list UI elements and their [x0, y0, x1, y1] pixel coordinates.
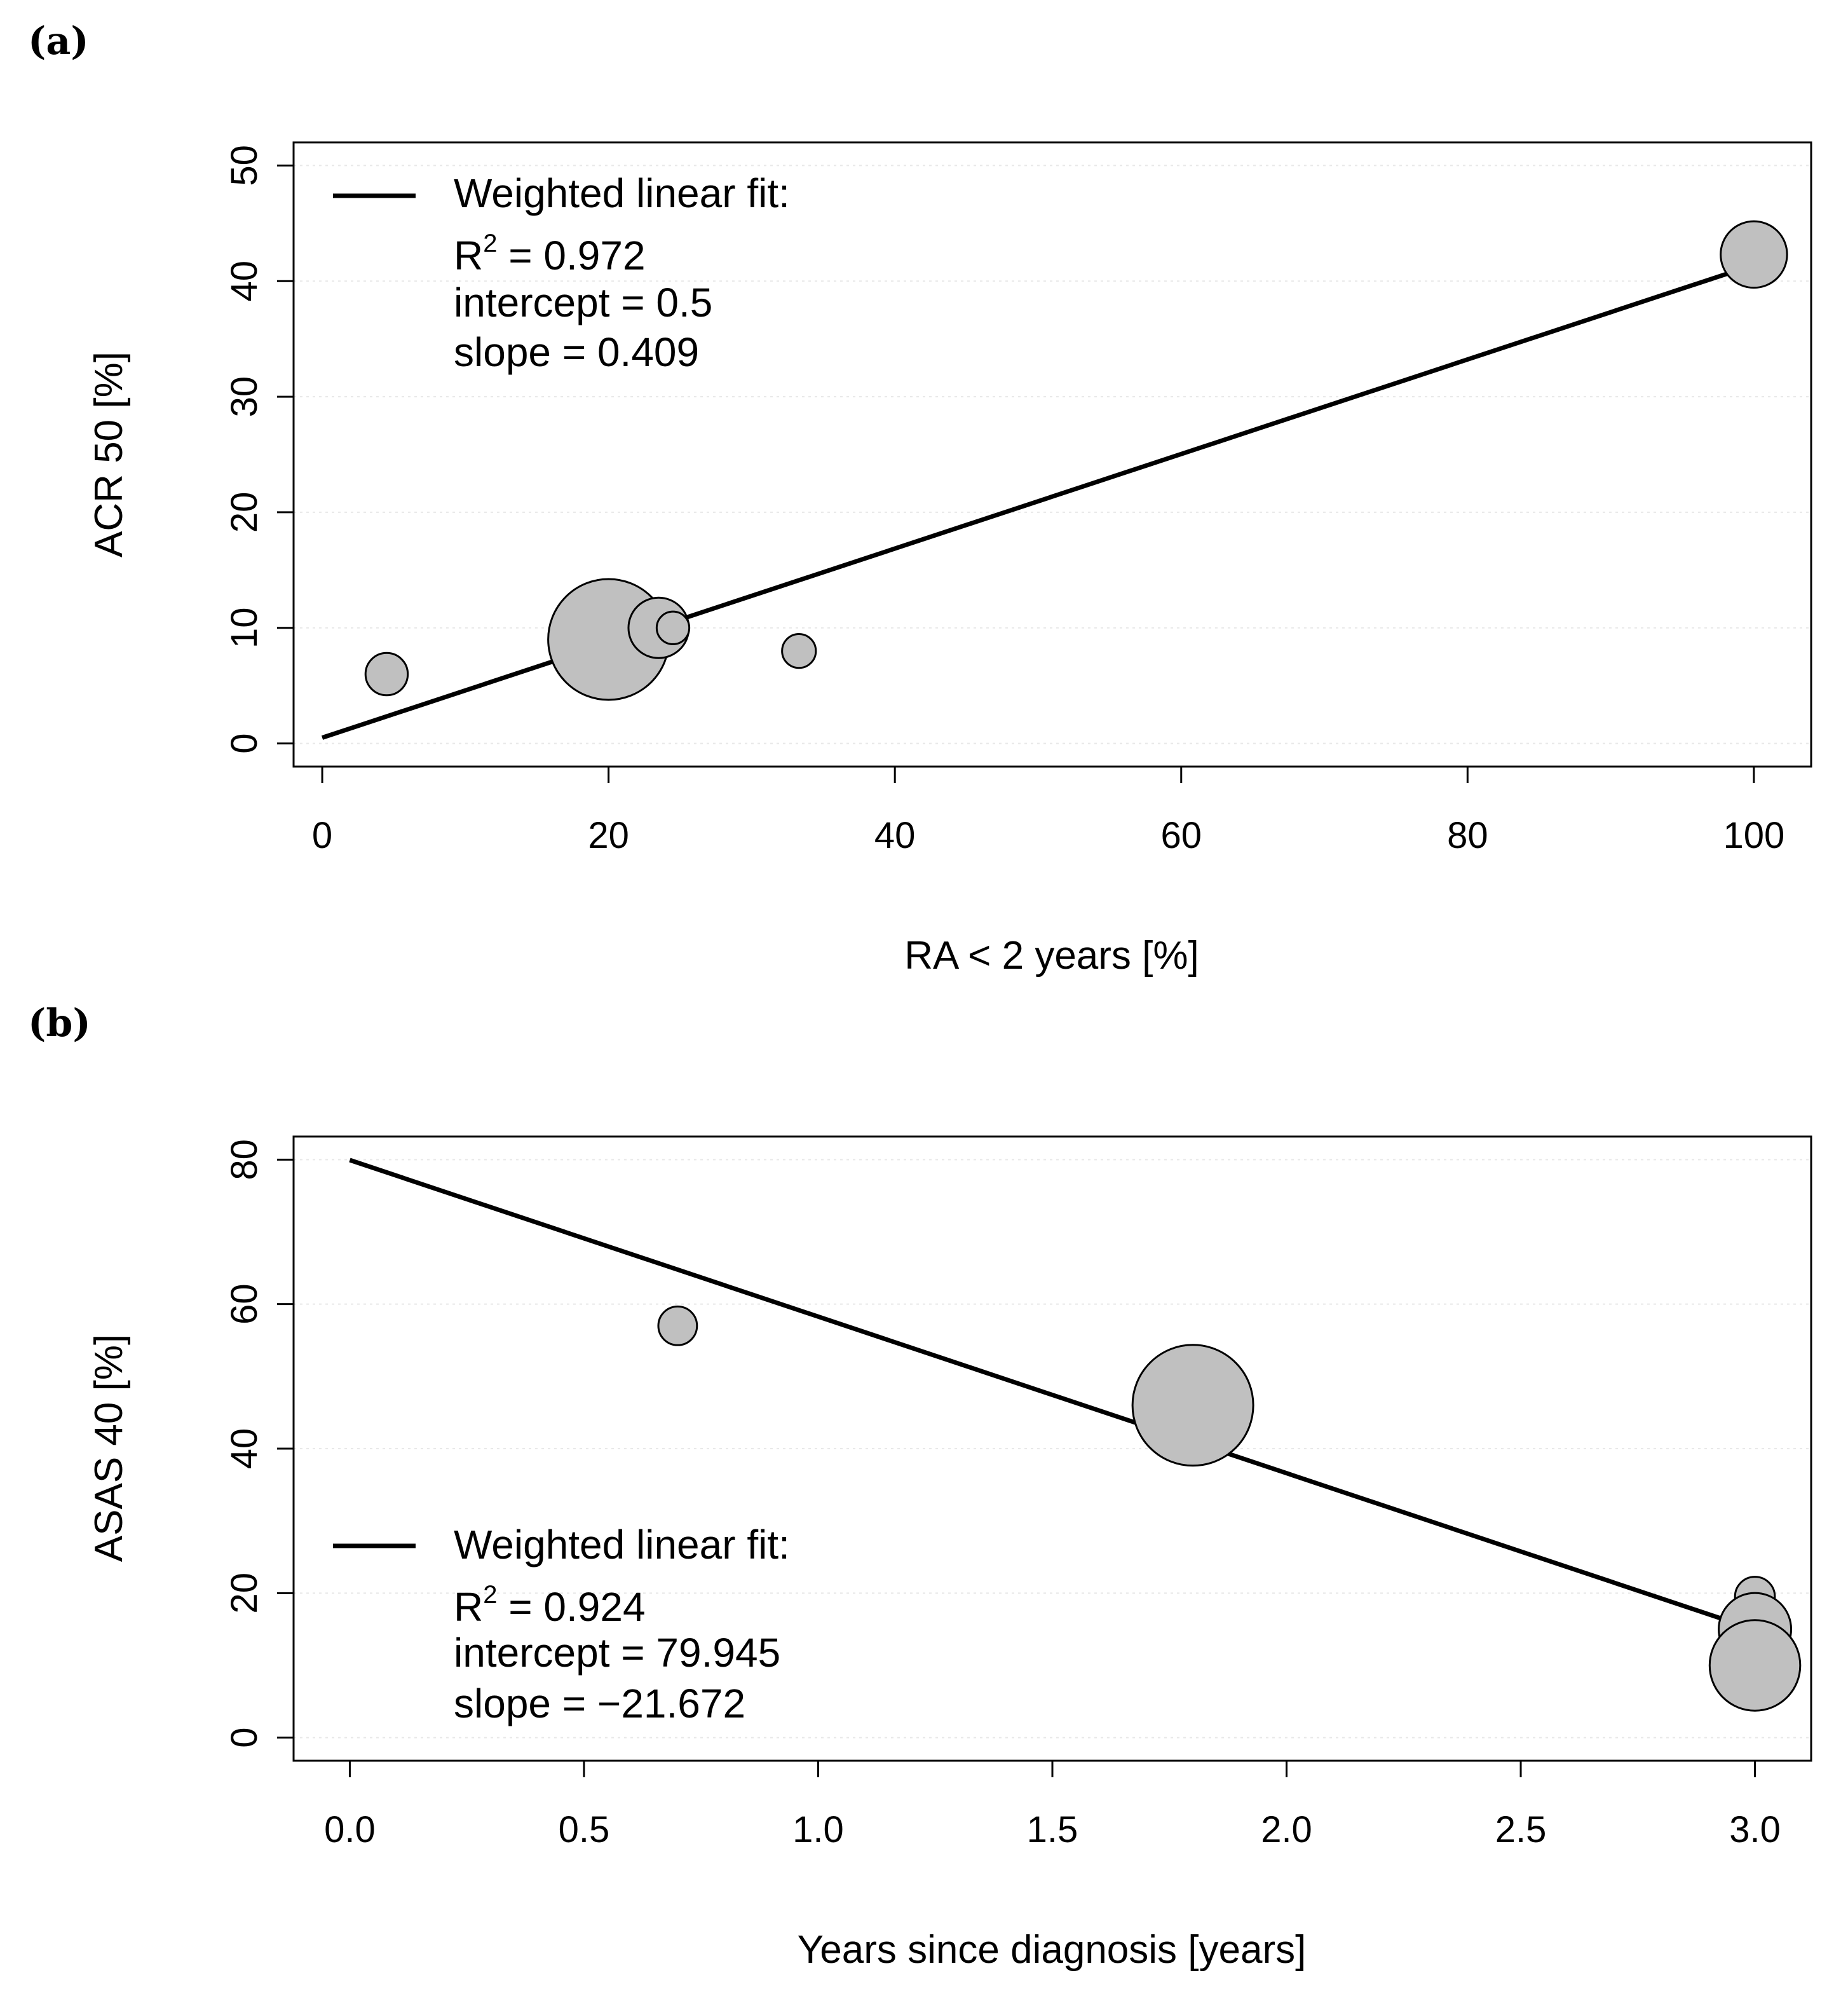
- panel-a-y-tick-label-2: 20: [224, 492, 265, 533]
- panel-a-x-tick-label-2: 40: [874, 815, 916, 856]
- panel-a-y-tick-label-0: 0: [224, 733, 265, 753]
- panel-b-x-axis: 0.0 0.5 1.0 1.5 2.0 2.5 3.0: [324, 1761, 1781, 1850]
- panel-b-point-0: [657, 1305, 698, 1346]
- panel-b-x-tick-label-4: 2.0: [1261, 1809, 1312, 1850]
- panel-a-point-0: [364, 652, 409, 697]
- panel-b: (b) 0.0 0.5 1.0 1.5 2.0 2.5 3.0 0 20 40 60 80 Weig…: [28, 1001, 1812, 1972]
- panel-a-legend-intercept: intercept = 0.5: [454, 280, 712, 325]
- panel-a-x-tick-label-0: 0: [312, 815, 332, 856]
- panel-a-y-tick-label-4: 40: [224, 261, 265, 302]
- panel-a-points: [364, 220, 1788, 701]
- panel-a-legend-r2-sup: 2: [483, 229, 497, 257]
- panel-b-x-tick-label-2: 1.0: [792, 1809, 844, 1850]
- panel-b-legend: Weighted linear fit: R2 = 0.924 intercep…: [333, 1522, 790, 1726]
- panel-a-grid: [294, 165, 1811, 744]
- panel-a-y-tick-label-5: 50: [224, 145, 265, 186]
- panel-b-y-tick-label-4: 80: [224, 1139, 265, 1180]
- panel-a-y-tick-label-3: 30: [224, 376, 265, 418]
- panel-a-point-3: [655, 610, 691, 645]
- panel-a-y-tick-label-1: 10: [224, 608, 265, 649]
- panel-a-point-4: [781, 633, 817, 669]
- panel-b-legend-intercept: intercept = 79.945: [454, 1630, 780, 1676]
- panel-b-point-4: [1708, 1619, 1802, 1712]
- panel-b-x-tick-label-0: 0.0: [324, 1809, 376, 1850]
- panel-a-x-axis-title: RA < 2 years [%]: [904, 934, 1199, 978]
- panel-a-point-5: [1720, 220, 1788, 289]
- panel-a-plot-frame: [292, 141, 1812, 768]
- panel-b-y-axis: 0 20 40 60 80: [224, 1139, 294, 1748]
- panel-a-x-axis: 0 20 40 60 80 100: [312, 767, 1784, 856]
- panel-a-x-tick-label-5: 100: [1723, 815, 1784, 856]
- panel-a-legend-r2-label: R: [454, 233, 483, 278]
- panel-a-x-tick-label-4: 80: [1447, 815, 1488, 856]
- panel-a-legend: Weighted linear fit: R2 = 0.972 intercep…: [333, 170, 790, 375]
- panel-b-label: (b): [28, 1001, 91, 1046]
- panel-b-y-tick-label-0: 0: [224, 1727, 265, 1747]
- panel-a-label: (a): [28, 19, 89, 64]
- panel-b-y-tick-label-2: 40: [224, 1428, 265, 1470]
- panel-b-legend-r2-value: = 0.924: [497, 1584, 645, 1630]
- panel-a-legend-r2: R2 = 0.972: [454, 229, 646, 278]
- panel-a-x-tick-label-3: 60: [1160, 815, 1202, 856]
- panel-b-point-1: [1131, 1344, 1254, 1467]
- panel-b-fit-line: [349, 1158, 1756, 1632]
- panel-a-x-tick-label-1: 20: [588, 815, 629, 856]
- panel-b-points: [657, 1305, 1802, 1712]
- panel-b-y-axis-title: ASAS 40 [%]: [87, 1334, 131, 1562]
- panel-a-y-axis-title: ACR 50 [%]: [87, 352, 131, 557]
- panel-a-legend-r2-value: = 0.972: [497, 233, 645, 278]
- panel-b-legend-r2: R2 = 0.924: [454, 1581, 646, 1630]
- panel-b-x-tick-label-6: 3.0: [1729, 1809, 1781, 1850]
- panel-b-x-tick-label-3: 1.5: [1027, 1809, 1078, 1850]
- panel-b-x-axis-title: Years since diagnosis [years]: [798, 1928, 1307, 1972]
- panel-a-legend-title: Weighted linear fit:: [454, 170, 790, 216]
- panel-b-legend-r2-sup: 2: [483, 1581, 497, 1609]
- panel-b-x-tick-label-1: 0.5: [559, 1809, 610, 1850]
- panel-b-y-tick-label-3: 60: [224, 1283, 265, 1325]
- panel-b-y-tick-label-1: 20: [224, 1573, 265, 1614]
- panel-a: (a) 0 20 40 60 80 100 0 10 20 30 40 50 Weighted li…: [28, 19, 1812, 978]
- panel-b-legend-slope: slope = −21.672: [454, 1681, 745, 1726]
- panel-b-legend-title: Weighted linear fit:: [454, 1522, 790, 1567]
- panel-a-legend-slope: slope = 0.409: [454, 329, 699, 375]
- panel-b-x-tick-label-5: 2.5: [1495, 1809, 1547, 1850]
- panel-a-y-axis: 0 10 20 30 40 50: [224, 145, 294, 754]
- panel-b-legend-r2-label: R: [454, 1584, 483, 1630]
- panel-b-grid: [294, 1159, 1811, 1738]
